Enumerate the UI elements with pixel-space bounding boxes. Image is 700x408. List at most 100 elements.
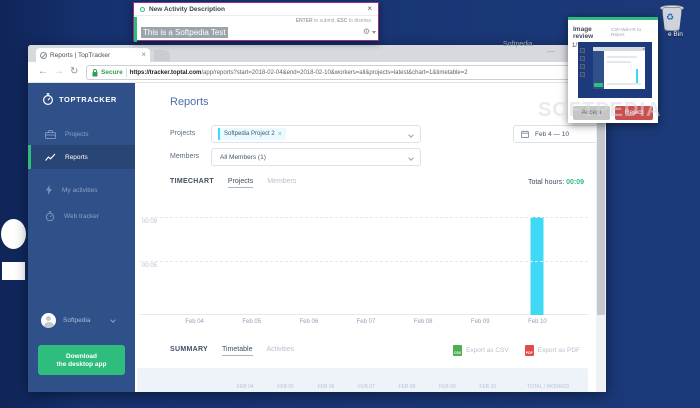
chevron-down-icon <box>110 316 117 323</box>
page-icon <box>580 64 585 69</box>
chevron-down-icon <box>408 132 414 138</box>
mini-close-icon: × <box>642 46 645 51</box>
chart-gridline <box>140 260 588 262</box>
forward-icon[interactable]: → <box>54 66 64 77</box>
toptracker-logo: TOPTRACKER <box>42 93 117 106</box>
chart-column: Feb 08 <box>395 217 452 325</box>
page-icon <box>580 56 585 61</box>
mini-browser-topbar <box>593 47 645 51</box>
chart-x-label: Feb 08 <box>413 319 433 325</box>
timetable-column-header: FEB 08 <box>398 384 416 390</box>
sidebar-item-web-tracker[interactable]: Web tracker <box>28 204 135 228</box>
export-csv-button[interactable]: CSV Export as CSV <box>453 345 509 356</box>
recycle-bin-icon[interactable]: ♻ <box>655 3 691 39</box>
timechart-tab-projects[interactable]: Projects <box>227 178 254 188</box>
window-minimize-button[interactable]: — <box>547 47 555 56</box>
reload-icon[interactable]: ↻ <box>70 66 79 77</box>
toptracker-favicon-icon <box>40 51 47 59</box>
sidebar-item-label: Web tracker <box>64 212 99 220</box>
chevron-down-icon <box>408 155 414 161</box>
browser-tab-strip: Reports | TopTracker × — <box>28 45 606 62</box>
page-scrollbar[interactable] <box>596 83 606 392</box>
sidebar-item-label: Projects <box>65 130 89 138</box>
watermark-shape-circle <box>1 219 26 249</box>
mini-browser-window: × <box>593 46 645 89</box>
chart-column: Feb 07 <box>337 217 394 325</box>
timetable-column-header: FEB 05 <box>277 384 294 390</box>
hint-esc-key: ESC <box>337 18 348 24</box>
hint-esc-text: to dismiss <box>347 18 371 24</box>
thumbnail-pages-strip <box>580 48 585 77</box>
summary-tab-timetable[interactable]: Timetable <box>222 346 253 356</box>
chart-columns: Feb 04 Feb 05 Feb 06 Feb 07 Feb 08 Feb 09 Feb … <box>166 217 566 325</box>
tag-remove-icon[interactable]: × <box>277 130 282 138</box>
mini-chart-bar <box>636 69 638 83</box>
browser-window: Reports | TopTracker × — ← → ↻ Secure ht… <box>28 45 606 392</box>
secure-lock-icon <box>92 68 98 76</box>
gear-caret-icon <box>372 31 376 34</box>
chart-column: Feb 10 <box>509 217 566 325</box>
browser-tab[interactable]: Reports | TopTracker × <box>36 48 150 62</box>
download-desktop-app-button[interactable]: Download the desktop app <box>38 345 125 375</box>
summary-section-label: SUMMARY <box>170 346 209 353</box>
projects-select[interactable]: Softpedia Project 2 × <box>211 125 421 143</box>
calendar-icon <box>521 130 529 138</box>
members-select[interactable]: All Members (1) <box>211 148 421 166</box>
sidebar-item-my-activities[interactable]: My activities <box>28 178 135 202</box>
chart-x-label: Feb 09 <box>470 319 490 325</box>
timetable-column-header: FEB 07 <box>358 384 375 390</box>
chart-column: Feb 05 <box>223 217 280 325</box>
reject-button[interactable]: Reject <box>615 106 653 120</box>
tab-close-icon[interactable]: × <box>141 50 146 59</box>
chart-x-label: Feb 10 <box>528 319 547 325</box>
screenshot-thumbnail[interactable]: × <box>578 42 652 98</box>
total-hours-label: Total hours: <box>527 179 565 186</box>
download-line1: Download <box>65 353 98 360</box>
recycle-symbol-icon: ♻ <box>666 12 675 22</box>
url-text: https://tracker.toptal.com/app/reports?s… <box>130 70 468 76</box>
export-csv-label: Export as CSV <box>466 347 509 354</box>
app-sidebar: TOPTRACKER Projects Reports My activitie… <box>28 83 135 392</box>
sidebar-item-projects[interactable]: Projects <box>28 122 135 146</box>
user-name: Softpedia <box>63 317 91 324</box>
activity-description-input[interactable]: This is a Softpedia Test <box>141 26 228 38</box>
sidebar-item-label: Reports <box>65 153 88 161</box>
summary-header: SUMMARY Timetable Activities <box>170 346 294 356</box>
image-counter: 1/1 <box>572 43 581 49</box>
timetable-column-header: FEB 06 <box>317 384 335 390</box>
scrollbar-thumb[interactable] <box>597 85 605 315</box>
export-pdf-button[interactable]: PDF Export as PDF <box>524 345 580 356</box>
page-icon <box>580 72 585 77</box>
close-icon[interactable]: × <box>367 4 372 13</box>
projects-filter-label: Projects <box>170 130 196 137</box>
timechart-tab-members[interactable]: Members <box>267 178 297 185</box>
export-pdf-label: Export as PDF <box>537 347 580 354</box>
chart-column: Feb 04 <box>166 217 223 325</box>
accept-button[interactable]: Accept <box>573 106 610 120</box>
user-menu[interactable]: Softpedia <box>41 313 117 328</box>
back-icon[interactable]: ← <box>38 66 48 77</box>
activity-popup-header: New Activity Description × <box>134 3 378 16</box>
timetable-column-header: FEB 09 <box>438 384 456 390</box>
chart-line-icon <box>45 153 56 161</box>
project-tag: Softpedia Project 2 × <box>218 128 286 140</box>
secure-badge: Secure <box>101 69 123 76</box>
summary-tab-activities[interactable]: Activities <box>266 346 295 353</box>
sidebar-item-reports[interactable]: Reports <box>28 145 135 169</box>
members-filter-label: Members <box>170 153 200 160</box>
reports-main: Reports Projects Softpedia Project 2 × F… <box>135 83 606 392</box>
timetable-column-header: FEB 04 <box>236 384 254 390</box>
chart-column: Feb 06 <box>280 217 337 325</box>
gear-icon[interactable]: ⚙ <box>362 27 370 36</box>
date-range-picker[interactable]: Feb 4 — 10 <box>513 125 606 143</box>
omnibox-separator <box>125 68 127 77</box>
url-host: https://tracker.toptal.com <box>129 69 202 76</box>
address-bar[interactable]: Secure https://tracker.toptal.com/app/re… <box>86 65 598 80</box>
new-tab-button[interactable] <box>154 50 170 61</box>
hint-enter-text: to submit, <box>312 18 338 24</box>
browser-toolbar: ← → ↻ Secure https://tracker.toptal.com/… <box>28 62 606 83</box>
csv-file-icon: CSV <box>453 345 463 356</box>
activity-accent-bar <box>134 17 137 42</box>
new-activity-popup: New Activity Description × ENTER to subm… <box>133 2 379 42</box>
